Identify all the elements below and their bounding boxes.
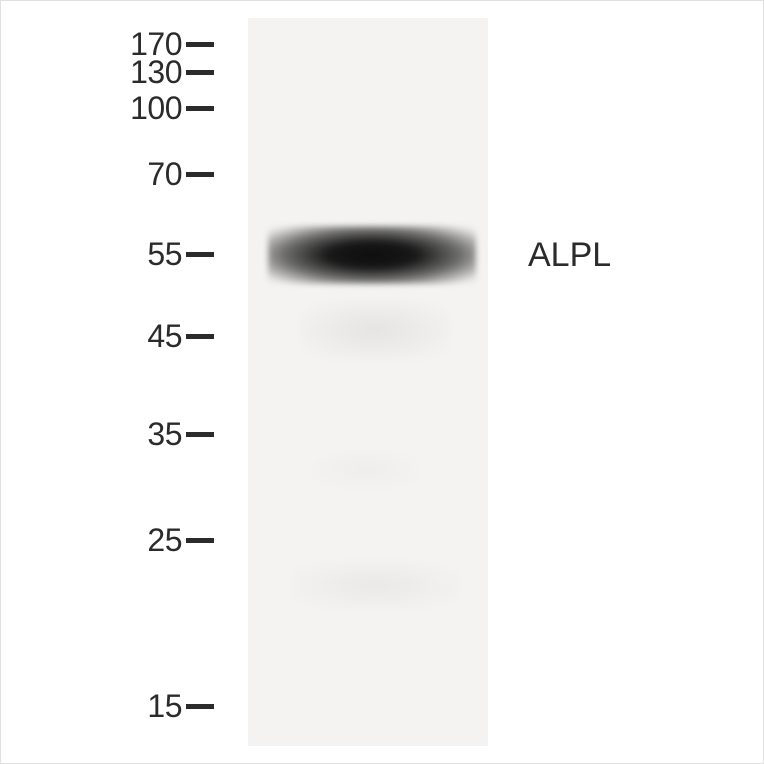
mw-marker-tick — [186, 252, 214, 257]
mw-marker-label: 35 — [147, 416, 182, 453]
mw-marker-tick — [186, 106, 214, 111]
mw-marker-label: 25 — [147, 522, 182, 559]
mw-marker-label: 45 — [147, 318, 182, 355]
mw-marker-tick — [186, 432, 214, 437]
mw-marker-tick — [186, 70, 214, 75]
band-label: ALPL — [528, 236, 611, 275]
western-blot: ALPL 170130100705545352515 — [0, 0, 764, 764]
mw-marker-tick — [186, 42, 214, 47]
mw-marker-label: 100 — [130, 90, 182, 127]
mw-marker-tick — [186, 704, 214, 709]
background-smudge — [310, 450, 420, 490]
mw-marker-tick — [186, 172, 214, 177]
mw-marker-label: 55 — [147, 236, 182, 273]
blot-lane — [248, 18, 488, 746]
background-smudge — [300, 300, 450, 360]
mw-marker-label: 130 — [130, 54, 182, 91]
mw-marker-tick — [186, 334, 214, 339]
protein-band-alpl — [268, 226, 476, 284]
mw-marker-tick — [186, 538, 214, 543]
mw-marker-label: 70 — [147, 156, 182, 193]
background-smudge — [290, 560, 460, 610]
mw-marker-label: 15 — [147, 688, 182, 725]
